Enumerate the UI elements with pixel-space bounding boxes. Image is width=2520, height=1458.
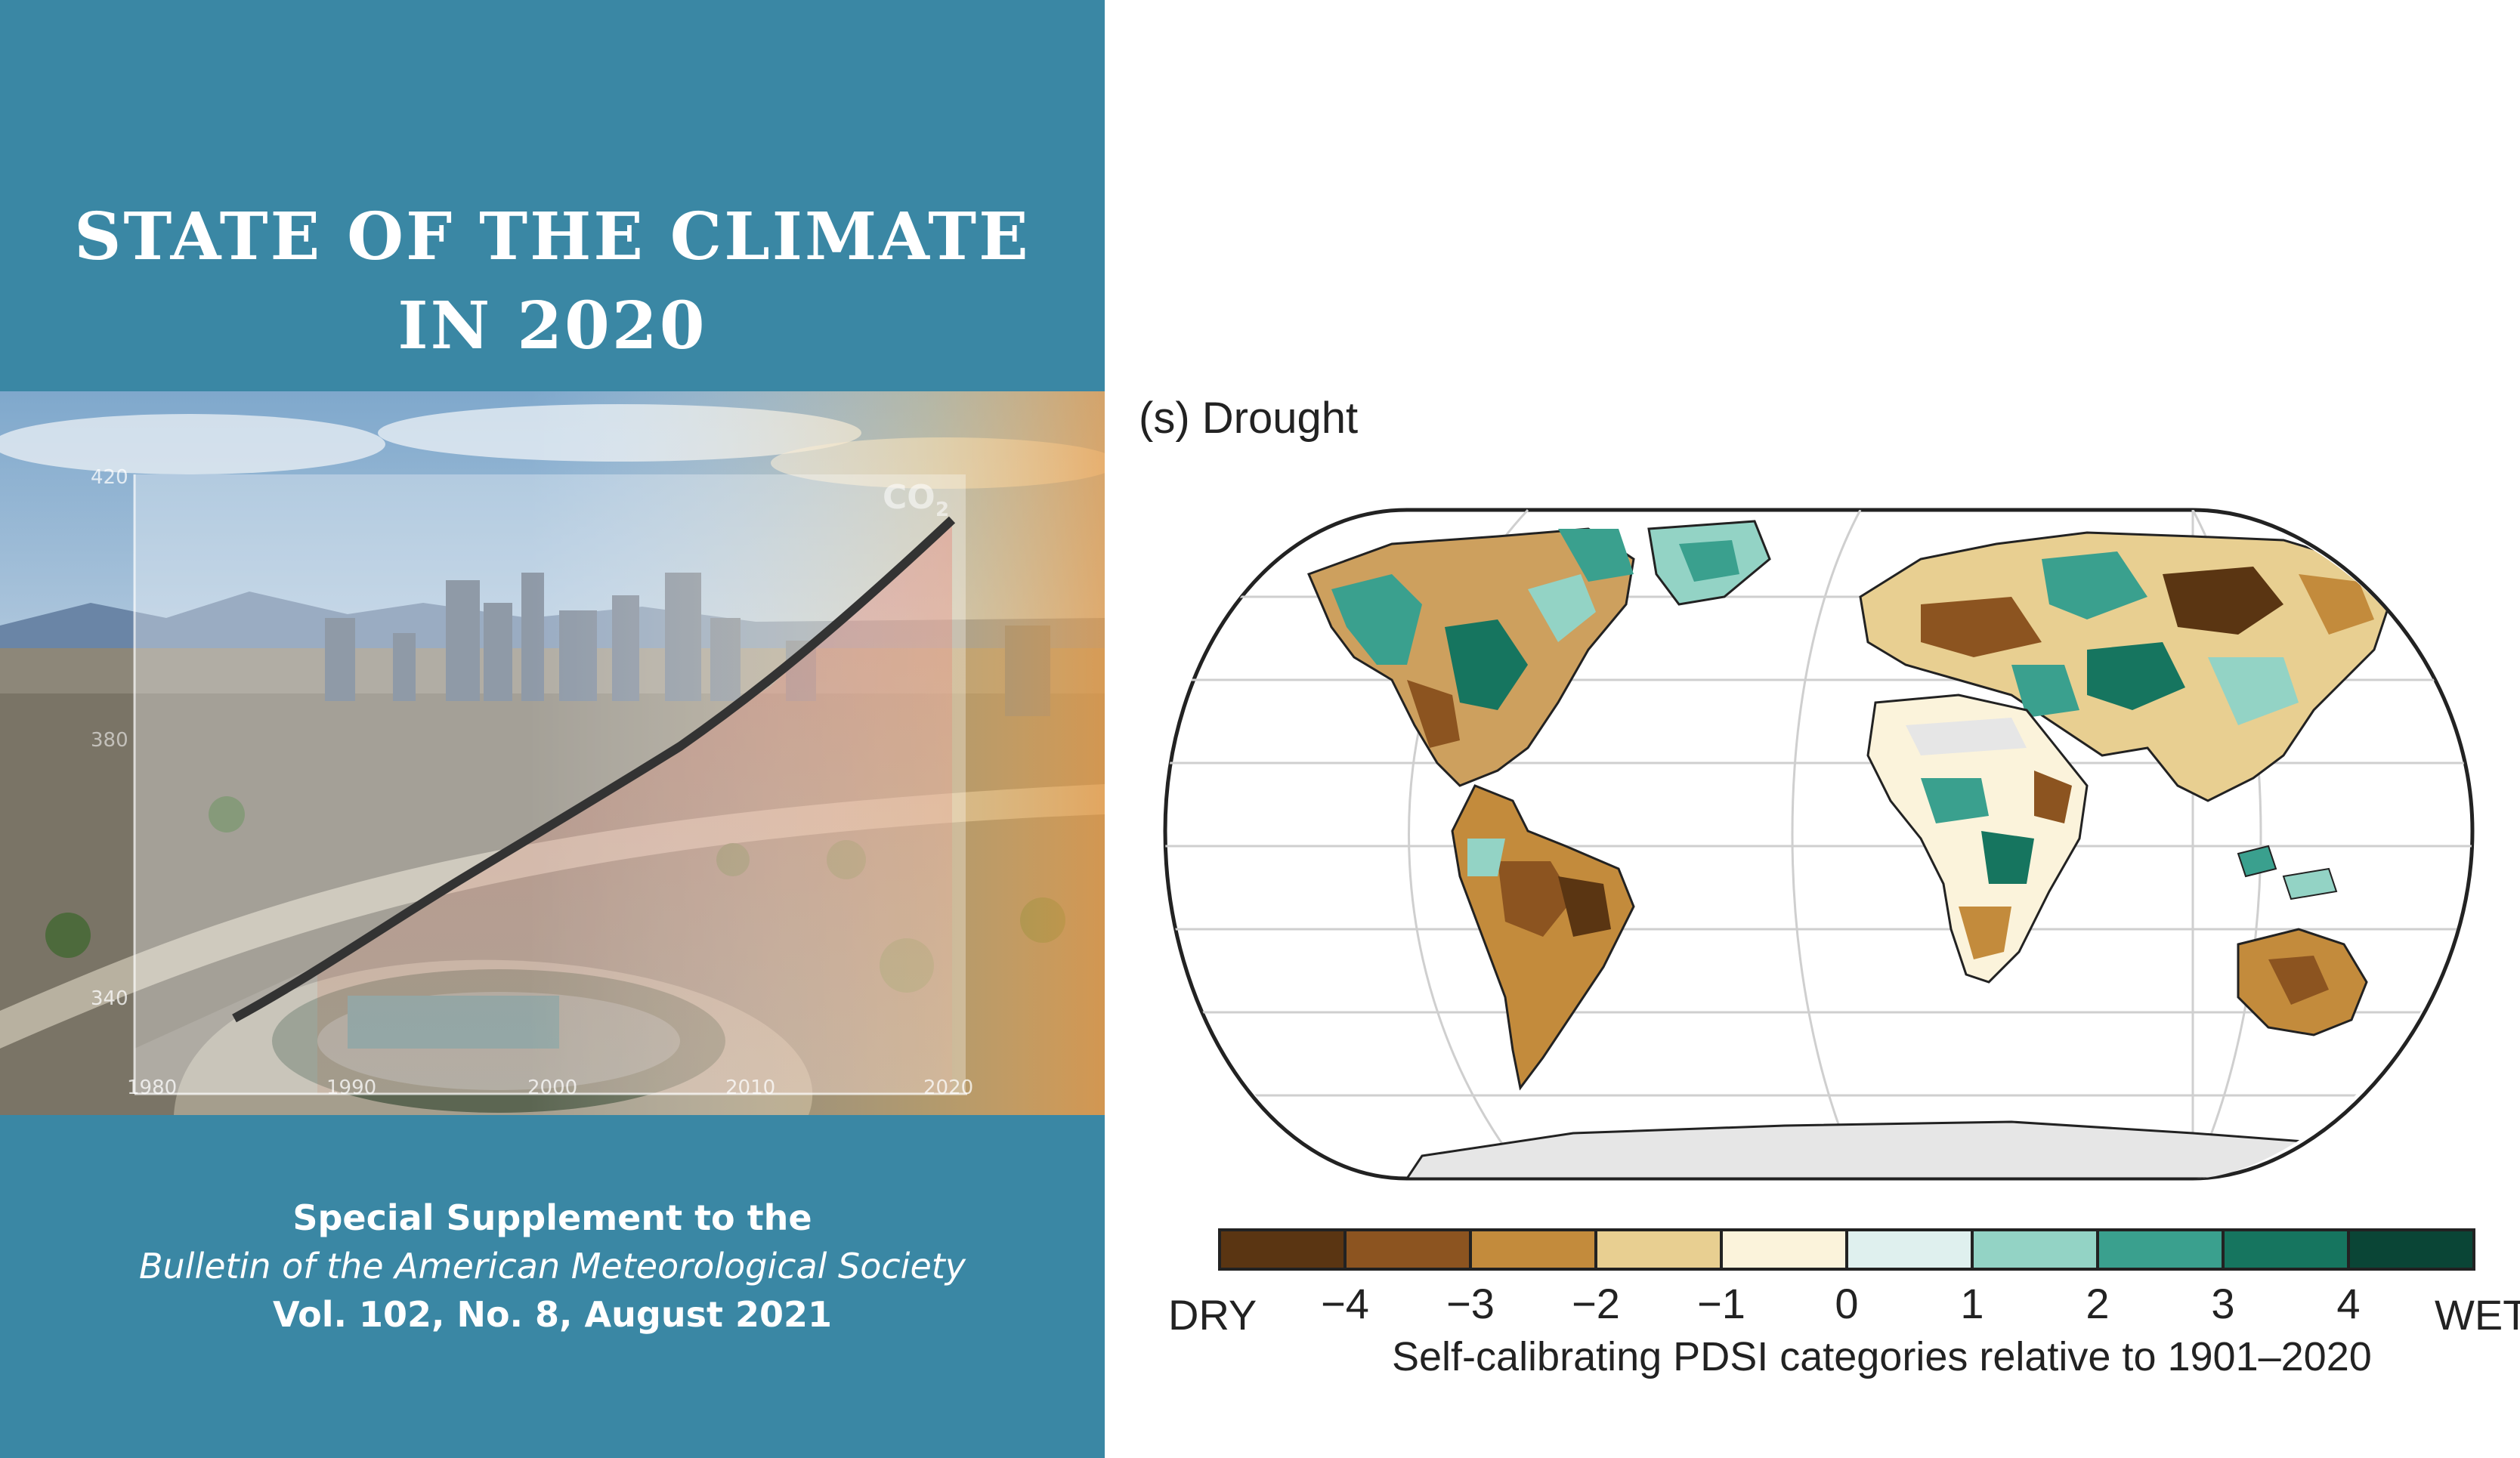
colorbar-swatch: [1720, 1228, 1848, 1271]
colorbar-tick-label: −4: [1321, 1280, 1369, 1327]
colorbar-tick-label: −3: [1446, 1280, 1495, 1327]
cover-title-line2: IN 2020: [397, 288, 707, 364]
cover-city-photo: CO 2 420 380 340 1980 1990 2000 2010 202…: [0, 391, 1105, 1115]
report-cover: STATE OF THE CLIMATE IN 2020: [0, 0, 1105, 1458]
co2-subscript: 2: [935, 499, 949, 521]
colorbar-swatch: [2096, 1228, 2225, 1271]
cover-footer-line1: Special Supplement to the: [292, 1197, 812, 1238]
colorbar-swatch: [1469, 1228, 1597, 1271]
colorbar-label: Self-calibrating PDSI categories relativ…: [1392, 1334, 2372, 1379]
colorbar-dry-label: DRY: [1168, 1291, 1257, 1339]
colorbar-swatch: [1594, 1228, 1723, 1271]
co2-x-tick: 2000: [527, 1077, 577, 1099]
drought-figure: (s) Drought: [1105, 0, 2520, 1458]
colorbar-tick-label: 2: [2086, 1280, 2109, 1327]
co2-y-tick: 340: [91, 987, 128, 1010]
africa-landmass: [1866, 693, 2089, 984]
colorbar-tick-label: −2: [1572, 1280, 1620, 1327]
co2-x-tick: 1980: [127, 1077, 177, 1099]
colorbar: DRY WET −4 −3 −2 −1 0 1 2 3 4: [1168, 1228, 2520, 1339]
antarctica-landmass: [1405, 1120, 2393, 1178]
drought-map: DRY WET −4 −3 −2 −1 0 1 2 3 4: [1163, 508, 2520, 1339]
colorbar-swatch: [1845, 1228, 1974, 1271]
co2-x-tick: 1990: [326, 1077, 376, 1099]
co2-label: CO: [883, 478, 935, 517]
colorbar-tick-label: −1: [1697, 1280, 1745, 1327]
colorbar-swatch: [1971, 1228, 2099, 1271]
cover-footer-line2: Bulletin of the American Meteorological …: [138, 1246, 966, 1287]
colorbar-swatch: [2222, 1228, 2350, 1271]
co2-y-tick: 380: [91, 729, 128, 752]
co2-x-tick: 2020: [923, 1077, 973, 1099]
colorbar-tick-label: 3: [2211, 1280, 2234, 1327]
co2-y-tick: 420: [91, 466, 128, 489]
cover-footer: Special Supplement to the Bulletin of th…: [0, 1194, 1105, 1339]
panel-label: (s) Drought: [1139, 394, 1359, 443]
colorbar-swatch: [1218, 1228, 1347, 1271]
colorbar-tick-label: 0: [1835, 1280, 1858, 1327]
co2-x-tick: 2010: [725, 1077, 775, 1099]
cover-title: STATE OF THE CLIMATE IN 2020: [0, 193, 1105, 371]
cover-footer-line3: Vol. 102, No. 8, August 2021: [273, 1294, 832, 1335]
colorbar-swatch: [1343, 1228, 1472, 1271]
colorbar-wet-label: WET: [2435, 1291, 2520, 1339]
cover-title-line1: STATE OF THE CLIMATE: [74, 199, 1031, 275]
colorbar-tick-label: 4: [2336, 1280, 2360, 1327]
colorbar-swatch: [2347, 1228, 2475, 1271]
colorbar-tick-label: 1: [1960, 1280, 1984, 1327]
